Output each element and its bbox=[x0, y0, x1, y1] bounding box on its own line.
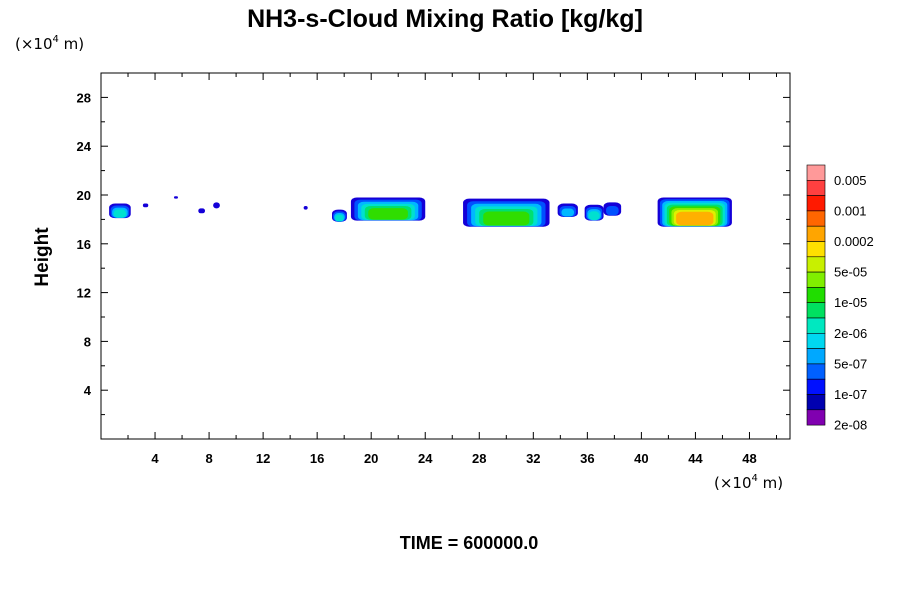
cloud-contour bbox=[213, 202, 220, 209]
cloud-contour bbox=[483, 211, 530, 226]
cloud-blob bbox=[109, 203, 131, 219]
cloud-blob bbox=[463, 198, 550, 227]
colorbar-swatch bbox=[806, 195, 826, 212]
y-axis-label: Height bbox=[32, 227, 53, 287]
cloud-contour bbox=[142, 203, 149, 208]
x-tick-label: 20 bbox=[364, 451, 378, 466]
colorbar-label: 2e-06 bbox=[834, 326, 867, 341]
cloud-blob bbox=[603, 202, 622, 216]
colorbar-swatch bbox=[806, 225, 826, 242]
cloud-contour bbox=[113, 209, 127, 218]
cloud-blob bbox=[303, 205, 308, 210]
time-label: TIME = 600000.0 bbox=[400, 533, 539, 553]
x-tick-label: 40 bbox=[634, 451, 648, 466]
cloud-blob bbox=[142, 203, 149, 208]
x-tick-label: 4 bbox=[151, 451, 159, 466]
colorbar-label: 2e-08 bbox=[834, 418, 867, 433]
chart-title: NH3-s-Cloud Mixing Ratio [kg/kg] bbox=[247, 5, 643, 33]
x-tick-label: 36 bbox=[580, 451, 594, 466]
colorbar-swatch bbox=[806, 287, 826, 303]
colorbar-label: 1e-05 bbox=[834, 295, 867, 310]
colorbar-swatch bbox=[806, 394, 826, 411]
y-tick-label: 28 bbox=[77, 90, 91, 105]
x-unit-label: (×104 m) bbox=[714, 473, 783, 492]
cloud-contour bbox=[198, 208, 206, 214]
colorbar-swatch bbox=[806, 317, 826, 334]
colorbar-swatch bbox=[806, 302, 826, 319]
cloud-blob bbox=[557, 203, 578, 217]
colorbar-swatch bbox=[806, 256, 826, 273]
colorbar-swatch bbox=[806, 363, 826, 380]
colorbar-swatch bbox=[806, 241, 826, 258]
cloud-contour bbox=[676, 211, 714, 226]
y-tick-label: 8 bbox=[84, 334, 91, 349]
x-tick-label: 28 bbox=[472, 451, 486, 466]
y-tick-label: 24 bbox=[77, 139, 92, 154]
y-tick-label: 20 bbox=[77, 188, 91, 203]
x-tick-label: 12 bbox=[256, 451, 270, 466]
cloud-contour bbox=[303, 205, 308, 210]
cloud-blob bbox=[584, 204, 604, 221]
y-axis-ticks: 4 8 12 16 20 24 28 bbox=[77, 90, 790, 416]
cloud-blob bbox=[213, 202, 220, 209]
colorbar-label: 5e-05 bbox=[834, 265, 867, 280]
x-tick-label: 44 bbox=[688, 451, 703, 466]
colorbar-swatch bbox=[806, 164, 826, 181]
plot-frame bbox=[100, 72, 791, 440]
cloud-blob bbox=[173, 196, 179, 199]
x-tick-label: 16 bbox=[310, 451, 324, 466]
cloud-blob bbox=[332, 209, 347, 222]
colorbar-swatch bbox=[806, 210, 826, 227]
colorbar-label: 0.005 bbox=[834, 173, 867, 188]
cloud-blob bbox=[657, 197, 732, 227]
colorbar-swatch bbox=[806, 271, 826, 288]
colorbar-label: 0.0002 bbox=[834, 234, 874, 249]
colorbar-swatch bbox=[806, 409, 826, 426]
cloud-field bbox=[109, 196, 732, 227]
colorbar-swatch bbox=[806, 378, 826, 395]
cloud-contour bbox=[335, 214, 344, 222]
cloud-contour bbox=[368, 208, 408, 220]
cloud-contour bbox=[588, 211, 600, 221]
colorbar-label: 0.001 bbox=[834, 203, 867, 218]
y-tick-label: 4 bbox=[84, 383, 92, 398]
cloud-contour bbox=[173, 196, 179, 199]
colorbar-swatch bbox=[806, 332, 826, 349]
x-tick-label: 8 bbox=[205, 451, 212, 466]
colorbar-swatch bbox=[806, 180, 826, 196]
cloud-contour bbox=[606, 206, 619, 216]
colorbar-swatch bbox=[806, 348, 826, 365]
cloud-blob bbox=[198, 208, 206, 214]
x-tick-label: 48 bbox=[742, 451, 756, 466]
y-tick-label: 12 bbox=[77, 286, 91, 301]
cloud-blob bbox=[350, 197, 426, 221]
colorbar-label: 5e-07 bbox=[834, 356, 867, 371]
colorbar-label: 1e-07 bbox=[834, 387, 867, 402]
colorbar: 0.005 0.001 0.0002 5e-05 1e-05 2e-06 5e-07 1e-0… bbox=[806, 164, 874, 433]
x-axis-ticks: 4 8 12 16 20 24 28 32 36 40 44 48 bbox=[127, 73, 777, 466]
x-tick-label: 32 bbox=[526, 451, 540, 466]
cloud-contour bbox=[561, 208, 575, 217]
x-tick-label: 24 bbox=[418, 451, 433, 466]
y-unit-label: (×104 m) bbox=[15, 34, 84, 53]
y-tick-label: 16 bbox=[77, 237, 91, 252]
